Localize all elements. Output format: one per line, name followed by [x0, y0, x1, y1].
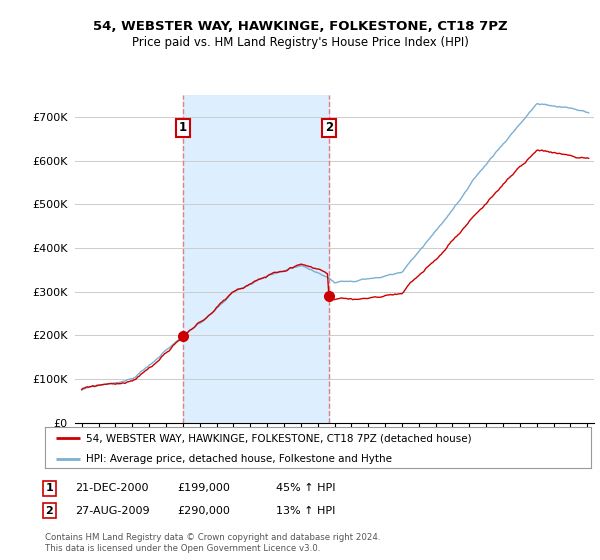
Text: Contains HM Land Registry data © Crown copyright and database right 2024.
This d: Contains HM Land Registry data © Crown c… — [45, 533, 380, 553]
Text: 1: 1 — [179, 122, 187, 134]
Text: HPI: Average price, detached house, Folkestone and Hythe: HPI: Average price, detached house, Folk… — [86, 454, 392, 464]
Text: £290,000: £290,000 — [177, 506, 230, 516]
Text: 45% ↑ HPI: 45% ↑ HPI — [276, 483, 335, 493]
Text: 13% ↑ HPI: 13% ↑ HPI — [276, 506, 335, 516]
Text: 54, WEBSTER WAY, HAWKINGE, FOLKESTONE, CT18 7PZ: 54, WEBSTER WAY, HAWKINGE, FOLKESTONE, C… — [92, 20, 508, 32]
Text: £199,000: £199,000 — [177, 483, 230, 493]
Text: 2: 2 — [46, 506, 53, 516]
Text: 27-AUG-2009: 27-AUG-2009 — [75, 506, 149, 516]
Text: 54, WEBSTER WAY, HAWKINGE, FOLKESTONE, CT18 7PZ (detached house): 54, WEBSTER WAY, HAWKINGE, FOLKESTONE, C… — [86, 433, 472, 443]
Text: 1: 1 — [46, 483, 53, 493]
Text: Price paid vs. HM Land Registry's House Price Index (HPI): Price paid vs. HM Land Registry's House … — [131, 36, 469, 49]
Text: 21-DEC-2000: 21-DEC-2000 — [75, 483, 149, 493]
Text: 2: 2 — [325, 122, 333, 134]
Bar — [183, 95, 329, 423]
